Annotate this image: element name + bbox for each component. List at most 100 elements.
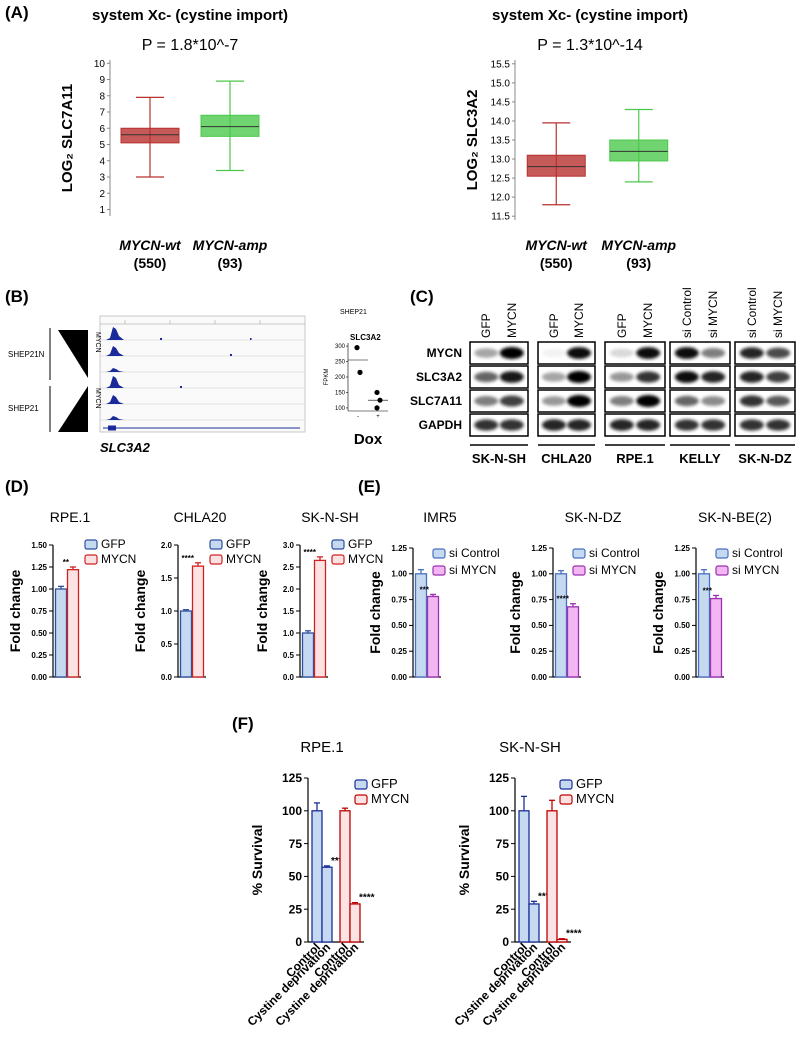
y-tick-label: 0.00 — [531, 673, 547, 682]
legend-swatch — [84, 554, 98, 565]
legend-label: si MYCN — [589, 563, 636, 577]
blot-frame — [604, 365, 666, 389]
y-tick-label: 75 — [289, 837, 303, 851]
y-tick-label: 13.0 — [491, 155, 511, 166]
gradient-label: MYCN — [94, 332, 101, 353]
cell-line-label: CHLA20 — [541, 451, 592, 466]
category-label: MYCN-wt — [526, 237, 589, 253]
y-tick-label: 1.00 — [31, 585, 47, 594]
bar — [528, 903, 540, 943]
y-tick-label: 1.5 — [161, 574, 173, 583]
legend-swatch — [715, 565, 729, 576]
blot-band — [567, 395, 592, 407]
category-label: MYCN-wt — [119, 237, 182, 253]
y-tick-label: 1.25 — [391, 544, 407, 553]
legend-swatch — [572, 565, 586, 576]
y-tick-label: 100 — [282, 804, 302, 818]
lane-label: GFP — [547, 313, 561, 338]
lane-label: MYCN — [572, 303, 586, 338]
legend-label: GFP — [101, 537, 126, 551]
y-tick-label: 0.75 — [531, 595, 547, 604]
western-blot: MYCN SLC3A2 SLC7A11 GAPDH GFP MYCN SK-N-SH GFP M… — [410, 287, 796, 466]
panel-label: (B) — [5, 287, 29, 306]
blot-band — [567, 371, 592, 383]
y-tick-label: 125 — [282, 771, 302, 785]
chart-title: SK-N-DZ — [565, 509, 622, 525]
y-tick-label: 4 — [99, 156, 105, 167]
bar — [313, 559, 327, 678]
chart-header: SHEP21 — [340, 309, 367, 316]
gene-label: SLC3A2 — [100, 440, 151, 455]
blot-frame — [537, 389, 596, 413]
blot-band — [766, 371, 791, 383]
blot-frame — [469, 341, 529, 365]
y-tick-label: 13.5 — [491, 136, 511, 147]
box — [609, 139, 669, 162]
y-tick-label: 0.25 — [31, 651, 47, 660]
y-tick-label: 0.00 — [674, 673, 690, 682]
lane-label: GFP — [479, 313, 493, 338]
y-tick-label: 25 — [289, 902, 303, 916]
y-tick-label: 15.5 — [491, 59, 511, 70]
bar — [566, 606, 580, 678]
blot-frame — [669, 389, 731, 413]
bar — [349, 903, 361, 943]
y-tick-label: 0.25 — [531, 647, 547, 656]
track-group-label: SHEP21 — [8, 404, 39, 413]
y-tick-label: 2 — [99, 189, 105, 200]
legend-swatch — [559, 794, 573, 805]
chart-title: system Xc- (cystine import) — [92, 7, 288, 24]
y-tick-label: 0.50 — [31, 629, 47, 638]
blot-band — [701, 371, 726, 383]
lane-label: si MYCN — [706, 291, 720, 338]
blot-band — [739, 371, 764, 383]
dot — [374, 389, 380, 396]
blot-band — [701, 396, 726, 406]
x-tick-label: + — [376, 414, 380, 420]
lane-label: si Control — [745, 287, 759, 338]
blot-row-label: SLC3A2 — [416, 370, 462, 384]
bar — [179, 610, 193, 678]
y-tick-label: 1.25 — [31, 563, 47, 572]
cell-line-label: KELLY — [679, 451, 721, 466]
box — [200, 114, 260, 137]
y-tick-label: 0.75 — [391, 595, 407, 604]
legend-swatch — [715, 548, 729, 559]
blot-frame — [669, 365, 731, 389]
legend-label: si Control — [589, 546, 640, 560]
y-axis-label: Fold change — [650, 571, 666, 654]
y-tick-label: 75 — [496, 837, 510, 851]
y-tick-label: 1 — [99, 205, 105, 216]
y-tick-label: 1.50 — [31, 541, 47, 550]
y-tick-label: 10 — [94, 59, 106, 70]
chart-subtitle: P = 1.8*10^-7 — [142, 37, 239, 54]
significance: ** — [63, 558, 70, 567]
blot-band — [674, 371, 699, 383]
dot — [357, 369, 363, 375]
significance: **** — [566, 929, 582, 940]
blot-band — [636, 371, 661, 383]
track-group-label: SHEP21N — [8, 350, 45, 359]
blot-band — [674, 347, 699, 359]
cell-line-label: SK-N-SH — [472, 451, 526, 466]
significance: **** — [557, 595, 570, 604]
y-tick-label: 300 — [335, 344, 346, 350]
panel-label: (C) — [410, 287, 434, 306]
y-tick-label: 0 — [502, 935, 509, 949]
y-tick-label: 1.00 — [674, 570, 690, 579]
significance: **** — [359, 893, 375, 904]
y-tick-label: 0.50 — [391, 621, 407, 630]
blot-band — [609, 396, 634, 406]
y-axis-label: LOG₂ SLC7A11 — [59, 84, 76, 192]
legend-label: GFP — [371, 776, 398, 791]
blot-frame — [537, 413, 596, 437]
y-tick-label: 125 — [489, 771, 509, 785]
chart-title: RPE.1 — [300, 739, 343, 756]
blot-frame — [469, 413, 529, 437]
legend-swatch — [354, 794, 368, 805]
blot-band — [739, 395, 764, 407]
chart-title: RPE.1 — [50, 509, 91, 525]
chart-title: system Xc- (cystine import) — [492, 7, 688, 24]
legend-swatch — [331, 554, 345, 565]
blot-band — [541, 396, 566, 406]
